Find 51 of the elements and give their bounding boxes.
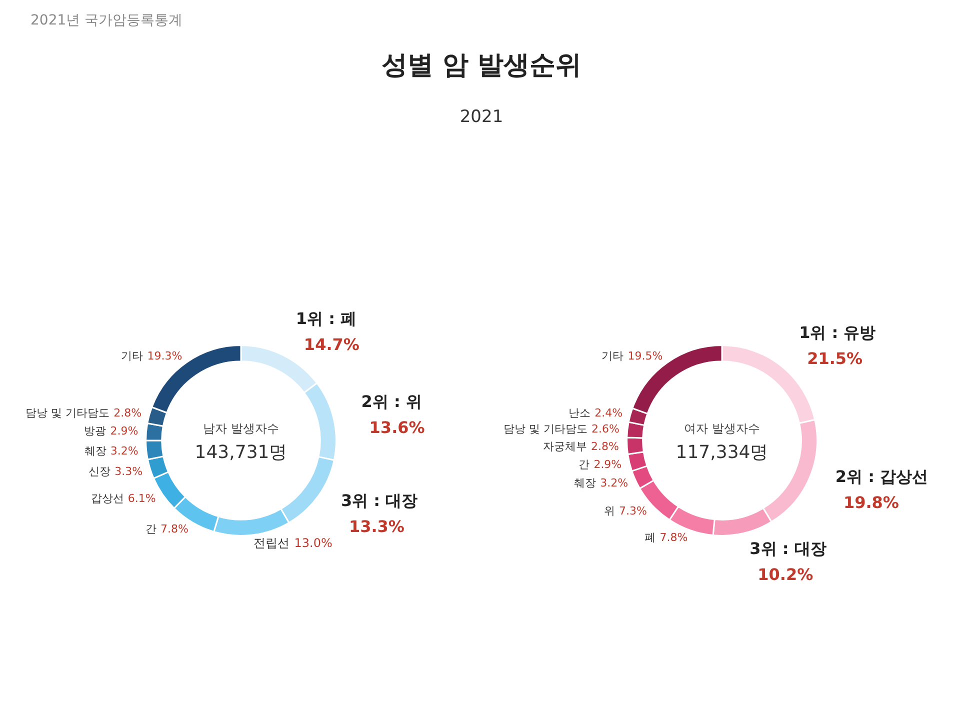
data-label: 3.2% xyxy=(110,444,138,458)
slice-label: 폐 xyxy=(644,531,656,544)
slice-label: 담낭 및 기타담도 xyxy=(503,422,588,436)
data-label: 7.3% xyxy=(619,504,647,518)
data-label: 7.8% xyxy=(160,522,188,536)
slice-label: 신장 xyxy=(88,464,111,478)
data-label: 3.2% xyxy=(600,476,628,490)
slice-label: 기타 xyxy=(602,350,624,363)
slice-label: 전립선 xyxy=(253,536,290,550)
slice-label: 기타 xyxy=(121,349,144,362)
slice-label: 3위 : 대장 xyxy=(750,538,826,558)
slice-label: 방광 xyxy=(84,424,106,438)
data-label: 19.5% xyxy=(628,350,663,363)
data-label: 7.8% xyxy=(660,531,688,544)
slice-label: 간 xyxy=(145,522,156,536)
data-label: 19.3% xyxy=(147,349,182,362)
slice-label: 1위 : 유방 xyxy=(799,323,876,342)
text: 2021년 국가암등록통계 xyxy=(30,12,183,28)
slice-label: 간 xyxy=(578,458,590,472)
slice-label: 2위 : 갑상선 xyxy=(835,467,928,486)
data-label: 2.4% xyxy=(594,406,623,420)
slice-label: 위 xyxy=(604,504,615,518)
data-label: 21.5% xyxy=(807,349,863,368)
data-label: 10.2% xyxy=(758,564,814,584)
slice-label: 담낭 및 기타담도 xyxy=(26,406,110,420)
data-label: 13.0% xyxy=(294,536,332,550)
text: 143,731명 xyxy=(194,442,288,463)
data-label: 2.8% xyxy=(114,406,142,420)
slice-label: 3위 : 대장 xyxy=(340,490,418,510)
slice-label: 갑상선 xyxy=(90,492,124,506)
data-label: 3.3% xyxy=(114,464,143,478)
slice-label: 난소 xyxy=(568,406,591,420)
data-label: 19.8% xyxy=(843,493,899,512)
slice-label: 자궁체부 xyxy=(542,440,587,453)
data-label: 13.6% xyxy=(369,418,425,438)
slice-label: 2위 : 위 xyxy=(361,392,422,412)
text: 남자 발생자수 xyxy=(203,422,279,436)
text: 여자 발생자수 xyxy=(684,422,760,436)
text: 2021 xyxy=(460,107,504,127)
data-label: 6.1% xyxy=(128,492,156,506)
data-label: 2.9% xyxy=(594,458,622,472)
slice-label: 췌장 xyxy=(84,444,106,458)
data-label: 14.7% xyxy=(304,334,360,354)
data-label: 13.3% xyxy=(348,516,404,536)
data-label: 2.8% xyxy=(591,440,619,453)
data-label: 2.9% xyxy=(110,424,138,438)
slice-label: 췌장 xyxy=(574,476,596,490)
text: 성별 암 발생순위 xyxy=(381,50,582,80)
text: 117,334명 xyxy=(676,442,768,463)
data-label: 2.6% xyxy=(592,422,620,436)
slice-label: 1위 : 폐 xyxy=(296,308,357,328)
